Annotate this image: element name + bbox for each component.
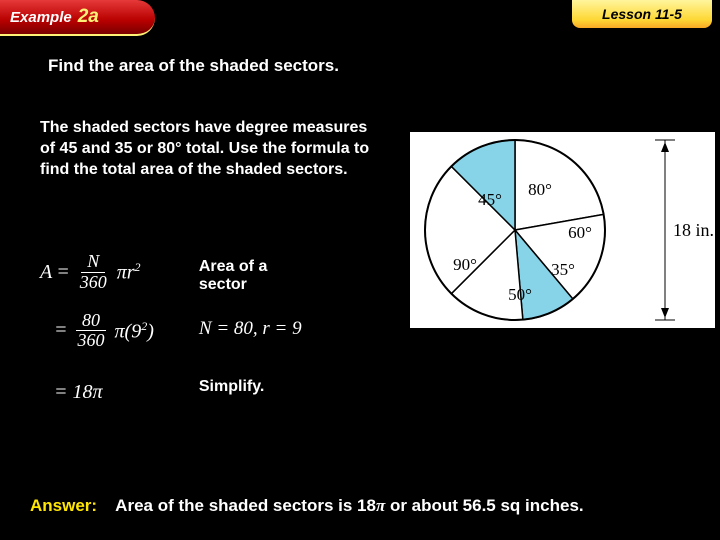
formula-step3: = 18π	[54, 381, 154, 404]
pie-diagram: 80° 60° 35° 50° 90° 45° 18 in.	[405, 130, 715, 340]
formula-step1: A = N360 πr2	[40, 252, 154, 293]
question-prompt: Find the area of the shaded sectors.	[48, 56, 339, 76]
lesson-tab: Lesson 11-5	[572, 0, 712, 28]
step1-label: Area of a sector	[199, 258, 289, 294]
svg-text:90°: 90°	[453, 255, 477, 274]
answer-label: Answer:	[30, 496, 97, 515]
svg-text:35°: 35°	[551, 260, 575, 279]
example-number: 2a	[78, 6, 99, 28]
svg-text:50°: 50°	[508, 285, 532, 304]
formula-block: A = N360 πr2 = 80360 π(92) = 18π Area of…	[40, 252, 302, 404]
body-text: The shaded sectors have degree measures …	[40, 118, 370, 180]
step3-label: Simplify.	[199, 378, 302, 396]
example-label: Example	[10, 9, 72, 26]
answer-line: Answer: Area of the shaded sectors is 18…	[30, 496, 584, 516]
svg-text:80°: 80°	[528, 180, 552, 199]
answer-text: Area of the shaded sectors is 18π or abo…	[115, 496, 583, 515]
step2-label: N = 80, r = 9	[199, 318, 302, 340]
formula-step2: = 80360 π(92)	[54, 311, 154, 352]
svg-text:60°: 60°	[568, 223, 592, 242]
example-badge: Example 2a	[0, 0, 155, 36]
svg-text:45°: 45°	[478, 190, 502, 209]
diameter-label: 18 in.	[673, 220, 714, 240]
